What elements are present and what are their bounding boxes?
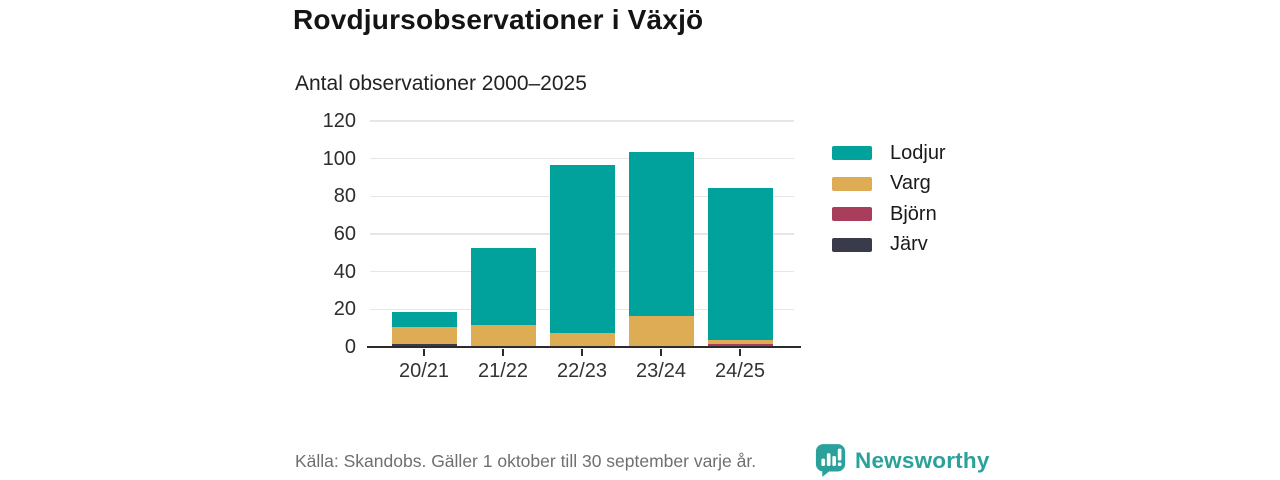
chart-title: Rovdjursobservationer i Växjö	[293, 4, 704, 35]
chart-legend: Lodjur Varg Björn Järv	[832, 138, 946, 260]
segment-björn-24/25	[707, 344, 773, 346]
x-tick-label-23/24: 23/24	[635, 360, 687, 382]
segment-lodjur-20/21	[391, 312, 457, 328]
newsworthy-wordmark: Newsworthy	[855, 447, 990, 473]
legend-swatch-varg	[832, 176, 872, 191]
segment-varg-20/21	[391, 327, 457, 345]
x-tick-20/21	[423, 349, 425, 356]
y-tick-label-20: 20	[333, 298, 356, 321]
legend-item-varg: Varg	[832, 169, 946, 200]
source-note: Källa: Skandobs. Gäller 1 oktober till 3…	[295, 451, 757, 471]
y-tick-label-80: 80	[333, 185, 356, 208]
x-tick-label-20/21: 20/21	[398, 360, 450, 382]
bar-24/25	[707, 187, 773, 346]
x-tick-23/24	[660, 349, 662, 356]
x-tick-24/25	[739, 349, 741, 356]
x-tick-21/22	[502, 349, 504, 356]
legend-item-järv: Järv	[832, 230, 946, 261]
gridline-100	[370, 157, 794, 160]
legend-label-varg: Varg	[890, 172, 931, 195]
legend-item-lodjur: Lodjur	[832, 138, 946, 169]
x-tick-22/23	[581, 349, 583, 356]
segment-varg-21/22	[470, 325, 536, 346]
x-tick-label-24/25: 24/25	[714, 360, 766, 382]
plot-area: 0 20 40 60 80 100 120 20/21 21/22 22/23 23/24 24/25	[323, 110, 801, 382]
segment-järv-20/21	[391, 344, 457, 346]
segment-varg-22/23	[549, 332, 615, 346]
gridline-120	[370, 120, 794, 122]
legend-swatch-järv	[832, 237, 872, 252]
bar-20/21	[391, 312, 457, 346]
y-tick-label-100: 100	[322, 147, 356, 170]
y-tick-label-120: 120	[322, 110, 356, 132]
newsworthy-icon	[815, 443, 846, 478]
x-axis-line	[367, 345, 801, 348]
segment-varg-23/24	[628, 315, 694, 346]
legend-swatch-björn	[832, 207, 872, 222]
y-tick-label-0: 0	[344, 336, 356, 358]
legend-label-björn: Björn	[890, 202, 937, 225]
newsworthy-logo-link[interactable]: Newsworthy	[815, 443, 990, 478]
segment-lodjur-24/25	[707, 187, 773, 341]
segment-lodjur-22/23	[549, 165, 615, 333]
y-tick-label-40: 40	[333, 260, 356, 283]
segment-varg-24/25	[707, 340, 773, 345]
x-tick-label-22/23: 22/23	[556, 360, 608, 382]
y-tick-label-60: 60	[333, 223, 356, 245]
segment-lodjur-21/22	[470, 248, 536, 326]
bar-23/24	[628, 152, 694, 346]
legend-label-järv: Järv	[890, 233, 928, 256]
segment-lodjur-23/24	[628, 152, 694, 316]
x-tick-label-21/22: 21/22	[477, 360, 529, 382]
bar-21/22	[470, 248, 536, 346]
legend-item-björn: Björn	[832, 199, 946, 230]
legend-swatch-lodjur	[832, 146, 872, 161]
legend-label-lodjur: Lodjur	[890, 141, 946, 164]
chart-subtitle: Antal observationer 2000–2025	[295, 72, 587, 95]
bar-22/23	[549, 165, 615, 346]
